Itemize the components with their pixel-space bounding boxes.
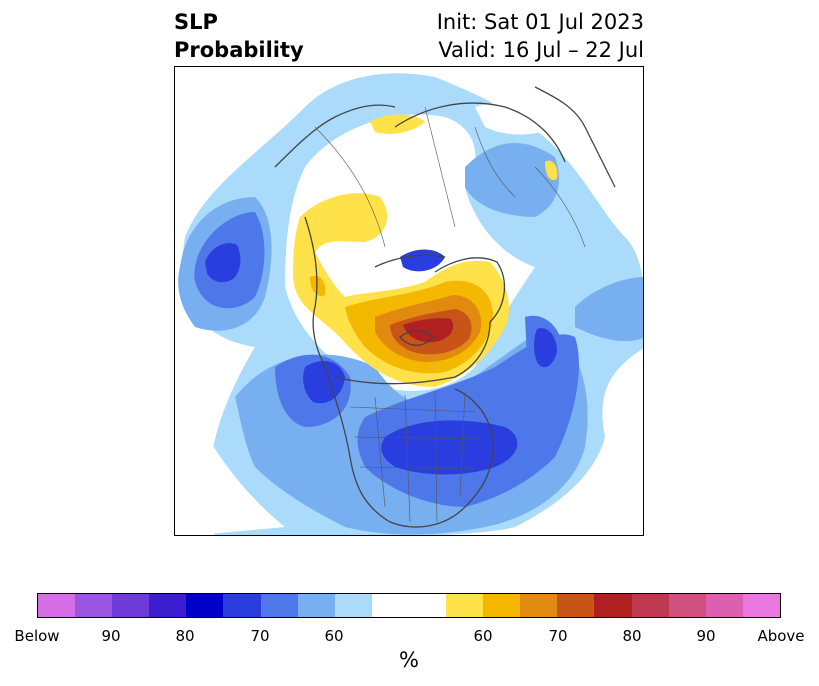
colorbar-segment (446, 594, 484, 617)
colorbar-tick-above: Above (757, 627, 805, 645)
colorbar-tick-below-60: 60 (324, 627, 344, 645)
colorbar-segment (594, 594, 632, 617)
coastlines (274, 86, 616, 528)
colorbar-tick-below-90: 90 (101, 627, 121, 645)
colorbar-unit-label: % (399, 648, 419, 672)
map-title-left: SLP Probability (174, 8, 304, 64)
colorbar-tick-above-80: 80 (622, 627, 642, 645)
above-max-region (403, 318, 454, 343)
colorbar-segment (483, 594, 521, 617)
projection-mask (175, 367, 643, 535)
colorbar-tick-below: Below (14, 627, 60, 645)
colorbar-tick-above-70: 70 (548, 627, 568, 645)
colorbar-segment (408, 594, 447, 617)
probability-colorbar (37, 593, 781, 618)
colorbar-segment (705, 594, 743, 617)
colorbar-segment (334, 594, 372, 617)
init-date-label: Init: Sat 01 Jul 2023 (436, 10, 644, 34)
colorbar-segment (520, 594, 558, 617)
product-label: Probability (174, 38, 304, 62)
colorbar-segment (668, 594, 706, 617)
colorbar-segment (297, 594, 335, 617)
state-borders (314, 106, 586, 523)
colorbar-segment (631, 594, 669, 617)
colorbar-segment (186, 594, 224, 617)
colorbar-tick-below-80: 80 (175, 627, 195, 645)
colorbar-tick-below-70: 70 (250, 627, 270, 645)
colorbar-segment (223, 594, 261, 617)
colorbar-segment (260, 594, 298, 617)
colorbar-segment (75, 594, 113, 617)
colorbar-segment (557, 594, 595, 617)
map-title-right: Init: Sat 01 Jul 2023 Valid: 16 Jul – 22… (437, 8, 644, 64)
colorbar-tick-above-60: 60 (473, 627, 493, 645)
probability-map (175, 73, 643, 535)
valid-range-label: Valid: 16 Jul – 22 Jul (438, 38, 644, 62)
colorbar-tick-above-90: 90 (696, 627, 716, 645)
colorbar-segment (371, 594, 409, 617)
colorbar-segment (112, 594, 150, 617)
map-panel (174, 66, 644, 536)
colorbar-segment (149, 594, 187, 617)
colorbar-segment (38, 594, 76, 617)
colorbar-segment (742, 594, 780, 617)
variable-label: SLP (174, 10, 218, 34)
